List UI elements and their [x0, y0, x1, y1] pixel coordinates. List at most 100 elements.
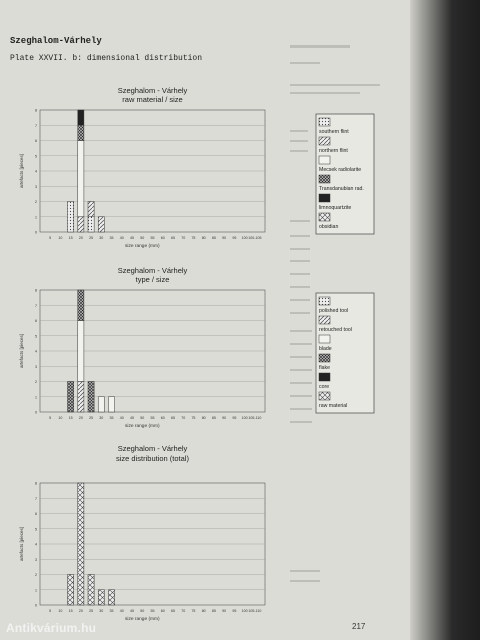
x-tick-label: 55	[151, 236, 155, 240]
chart-title: Szeghalom - Várhely	[118, 444, 188, 453]
x-axis-label: size range (mm)	[125, 423, 160, 429]
legend-label: southern flint	[319, 129, 349, 135]
x-tick-label: 100-105	[248, 236, 261, 240]
watermark: Antikvárium.hu	[6, 621, 97, 635]
legend-label: northern flint	[319, 148, 348, 154]
bar	[87, 216, 95, 233]
legend-label: Mecsek radiolarite	[319, 167, 361, 173]
chart-title: Szeghalom - Várhely	[118, 86, 188, 95]
chart-subtitle: size distribution (total)	[116, 454, 189, 463]
x-tick-label: 35	[110, 416, 114, 420]
x-tick-label: 50	[140, 416, 144, 420]
legend-label: retouched tool	[319, 327, 352, 333]
x-tick-label: 85	[212, 609, 216, 613]
x-tick-label: 10	[58, 609, 62, 613]
legend-label: raw material	[319, 403, 347, 409]
x-tick-label: 10	[58, 416, 62, 420]
x-tick-label: 95	[232, 416, 236, 420]
x-tick-label: 50	[140, 609, 144, 613]
x-tick-label: 45	[130, 416, 134, 420]
bar	[77, 289, 85, 321]
legend-swatch	[318, 296, 331, 306]
x-tick-label: 70	[181, 416, 185, 420]
y-tick-label: 0	[35, 411, 37, 415]
bar	[67, 574, 74, 606]
x-tick-label: 100	[242, 416, 248, 420]
x-tick-label: 5	[49, 236, 51, 240]
y-tick-label: 5	[35, 334, 37, 338]
x-tick-label: 75	[191, 609, 195, 613]
bar	[108, 396, 115, 413]
x-tick-label: 15	[69, 416, 73, 420]
legend-swatch	[318, 315, 331, 325]
x-tick-label: 70	[181, 236, 185, 240]
x-tick-label: 70	[181, 609, 185, 613]
legend-label: limnoquartzite	[319, 205, 351, 211]
x-tick-label: 95	[232, 609, 236, 613]
x-tick-label: 30	[99, 416, 103, 420]
y-tick-label: 6	[35, 139, 37, 143]
y-tick-label: 4	[35, 350, 37, 354]
bar	[77, 381, 85, 413]
y-tick-label: 3	[35, 365, 37, 369]
plate-caption: Plate XXVII. b: dimensional distribution	[10, 54, 203, 63]
bar	[108, 589, 115, 606]
x-tick-label: 25	[89, 609, 93, 613]
x-tick-label: 90	[222, 416, 226, 420]
x-tick-label: 60	[161, 236, 165, 240]
y-tick-label: 1	[35, 588, 37, 592]
x-tick-label: 90	[222, 236, 226, 240]
x-tick-label: 60	[161, 609, 165, 613]
x-tick-label: 45	[130, 609, 134, 613]
facing-page-edge	[410, 0, 480, 640]
legend-label: polished tool	[319, 308, 348, 314]
x-tick-label: 15	[69, 609, 73, 613]
x-tick-label: 5	[49, 416, 51, 420]
legend-label: Transdanubian rad.	[319, 186, 364, 192]
x-tick-label: 30	[99, 609, 103, 613]
x-tick-label: 65	[171, 236, 175, 240]
x-tick-label: 20	[79, 236, 83, 240]
x-tick-label: 85	[212, 236, 216, 240]
x-tick-label: 85	[212, 416, 216, 420]
legend-swatch	[318, 372, 331, 382]
x-tick-label: 45	[130, 236, 134, 240]
bar	[77, 320, 85, 382]
y-tick-label: 3	[35, 185, 37, 189]
y-tick-label: 6	[35, 512, 37, 516]
y-tick-label: 0	[35, 231, 37, 235]
x-tick-label: 90	[222, 609, 226, 613]
y-tick-label: 5	[35, 154, 37, 158]
legend-swatch	[318, 391, 331, 401]
legend-swatch	[318, 212, 331, 222]
x-tick-label: 80	[202, 236, 206, 240]
x-tick-label: 105-110	[248, 416, 261, 420]
y-tick-label: 4	[35, 170, 37, 174]
x-tick-label: 75	[191, 236, 195, 240]
x-tick-label: 35	[110, 236, 114, 240]
x-axis-label: size range (mm)	[125, 616, 160, 622]
legend-label: core	[319, 384, 329, 390]
x-tick-label: 40	[120, 416, 124, 420]
x-tick-label: 40	[120, 609, 124, 613]
legend-label: obsidian	[319, 224, 338, 230]
x-tick-label: 55	[151, 416, 155, 420]
x-tick-label: 20	[79, 416, 83, 420]
x-tick-label: 20	[79, 609, 83, 613]
y-axis-label: artefacts [pieces]	[19, 154, 24, 188]
legend-box	[315, 113, 375, 235]
legend-label: flake	[319, 365, 330, 371]
x-tick-label: 105-110	[248, 609, 261, 613]
bar	[97, 396, 105, 413]
bar	[77, 109, 85, 126]
x-tick-label: 35	[110, 609, 114, 613]
bar	[77, 482, 85, 606]
x-tick-label: 15	[69, 236, 73, 240]
x-tick-label: 60	[161, 416, 165, 420]
bar	[77, 125, 85, 141]
y-tick-label: 7	[35, 124, 37, 128]
y-tick-label: 2	[35, 380, 37, 384]
